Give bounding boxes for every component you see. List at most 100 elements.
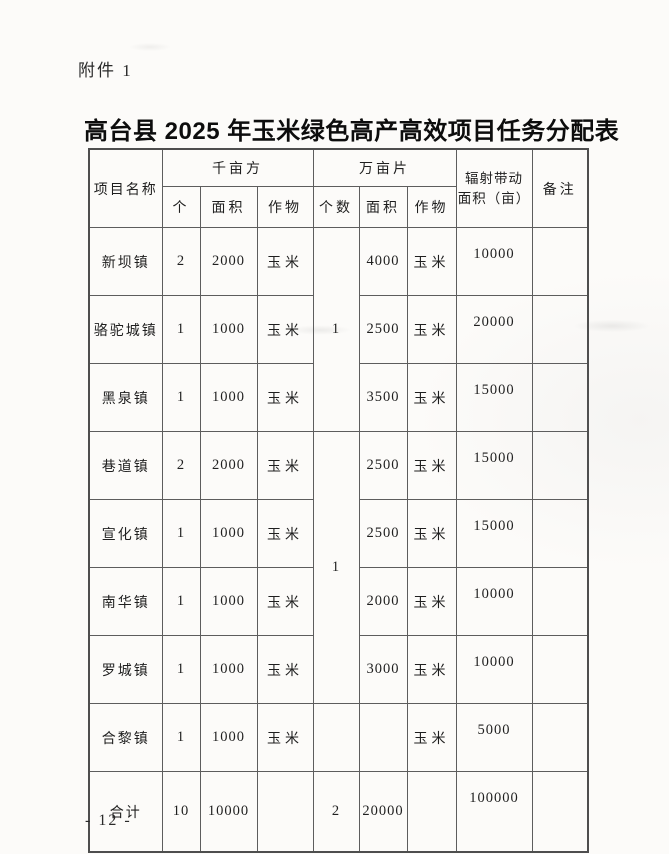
cell-q-area: 1000 <box>199 363 258 432</box>
cell-radiation-area: 5000 <box>455 703 533 772</box>
cell-radiation-area: 100000 <box>455 771 533 853</box>
cell-q-area: 2000 <box>199 227 258 296</box>
cell-remark <box>531 363 589 432</box>
cell-q-area: 1000 <box>199 567 258 636</box>
table-row-heiquan: 黑泉镇 1 1000 玉米 3500 玉米 15000 <box>88 363 589 432</box>
cell-town-name: 罗城镇 <box>88 635 163 704</box>
cell-q-crop: 玉米 <box>256 703 314 772</box>
cell-town-name: 南华镇 <box>88 567 163 636</box>
col-group-thousand-mu: 千亩方 <box>161 148 314 187</box>
cell-q-count: 2 <box>161 431 201 500</box>
cell-remark <box>531 635 589 704</box>
cell-remark <box>531 431 589 500</box>
cell-w-area <box>358 703 408 772</box>
document-title: 高台县 2025 年玉米绿色高产高效项目任务分配表 <box>84 118 620 145</box>
table-row-luocheng: 罗城镇 1 1000 玉米 3000 玉米 10000 <box>88 635 589 704</box>
cell-radiation-area: 10000 <box>455 227 533 296</box>
table-row-heli: 合黎镇 1 1000 玉米 玉米 5000 <box>88 703 589 772</box>
cell-w-count <box>312 703 360 772</box>
cell-q-count: 10 <box>161 771 201 853</box>
cell-q-count: 2 <box>161 227 201 296</box>
cell-q-crop <box>256 771 314 853</box>
cell-radiation-area: 15000 <box>455 431 533 500</box>
cell-total-label: 合计 <box>88 771 163 853</box>
cell-town-name: 合黎镇 <box>88 703 163 772</box>
col-header-project-name: 项目名称 <box>88 148 163 228</box>
cell-town-name: 巷道镇 <box>88 431 163 500</box>
cell-q-area: 1000 <box>199 499 258 568</box>
cell-q-crop: 玉米 <box>256 567 314 636</box>
cell-radiation-area: 10000 <box>455 567 533 636</box>
cell-q-crop: 玉米 <box>256 499 314 568</box>
cell-w-area: 2500 <box>358 499 408 568</box>
attachment-label: 附件 1 <box>78 61 133 80</box>
cell-w-area: 20000 <box>358 771 408 853</box>
cell-radiation-area: 10000 <box>455 635 533 704</box>
cell-radiation-area: 20000 <box>455 295 533 364</box>
col-header-w-count: 个数 <box>312 186 360 228</box>
table-row-nanhua: 南华镇 1 1000 玉米 2000 玉米 10000 <box>88 567 589 636</box>
cell-radiation-area: 15000 <box>455 363 533 432</box>
cell-w-area: 2500 <box>358 295 408 364</box>
cell-q-count: 1 <box>161 703 201 772</box>
header-row-groups: 项目名称 千亩方 万亩片 辐射带动 面积（亩） 备注 <box>88 148 589 228</box>
cell-q-crop: 玉米 <box>256 635 314 704</box>
cell-remark <box>531 227 589 296</box>
col-header-remark: 备注 <box>531 148 589 228</box>
col-header-q-area: 面积 <box>199 186 258 228</box>
table-row-luotuocheng: 骆驼城镇 1 1000 玉米 2500 玉米 20000 <box>88 295 589 364</box>
cell-w-count-merged-1: 1 <box>312 227 360 432</box>
radiation-header-line1: 辐射带动 <box>465 170 523 186</box>
col-header-q-count: 个 <box>161 186 201 228</box>
cell-q-crop: 玉米 <box>256 227 314 296</box>
cell-q-crop: 玉米 <box>256 295 314 364</box>
cell-q-area: 10000 <box>199 771 258 853</box>
table-row-xuanhua: 宣化镇 1 1000 玉米 2500 玉米 15000 <box>88 499 589 568</box>
cell-remark <box>531 295 589 364</box>
col-header-w-area: 面积 <box>358 186 408 228</box>
cell-w-crop: 玉米 <box>406 499 457 568</box>
cell-w-crop: 玉米 <box>406 567 457 636</box>
cell-radiation-area: 15000 <box>455 499 533 568</box>
cell-q-area: 2000 <box>199 431 258 500</box>
cell-remark <box>531 703 589 772</box>
task-allocation-table: 项目名称 千亩方 万亩片 辐射带动 面积（亩） 备注 个 面积 作物 个数 面积… <box>88 148 589 853</box>
cell-w-area: 2500 <box>358 431 408 500</box>
cell-q-count: 1 <box>161 567 201 636</box>
cell-town-name: 宣化镇 <box>88 499 163 568</box>
table-row-total: 合计 10 10000 2 20000 100000 <box>88 771 589 853</box>
cell-q-area: 1000 <box>199 703 258 772</box>
cell-w-area: 3500 <box>358 363 408 432</box>
col-header-radiation-area: 辐射带动 面积（亩） <box>455 148 533 228</box>
cell-town-name: 新坝镇 <box>88 227 163 296</box>
col-header-w-crop: 作物 <box>406 186 457 228</box>
col-header-q-crop: 作物 <box>256 186 314 228</box>
cell-w-crop: 玉米 <box>406 227 457 296</box>
cell-w-crop: 玉米 <box>406 363 457 432</box>
cell-w-crop: 玉米 <box>406 431 457 500</box>
radiation-header-line2: 面积（亩） <box>457 190 531 206</box>
cell-w-area: 2000 <box>358 567 408 636</box>
cell-town-name: 骆驼城镇 <box>88 295 163 364</box>
cell-w-crop <box>406 771 457 853</box>
cell-q-count: 1 <box>161 363 201 432</box>
cell-q-count: 1 <box>161 635 201 704</box>
col-group-ten-thousand-mu: 万亩片 <box>312 148 457 187</box>
cell-w-area: 3000 <box>358 635 408 704</box>
cell-w-count-merged-2: 1 <box>312 431 360 704</box>
cell-q-crop: 玉米 <box>256 363 314 432</box>
cell-q-area: 1000 <box>199 635 258 704</box>
table-row-xinba: 新坝镇 2 2000 玉米 1 4000 玉米 10000 <box>88 227 589 432</box>
cell-w-area: 4000 <box>358 227 408 296</box>
cell-remark <box>531 567 589 636</box>
cell-w-crop: 玉米 <box>406 635 457 704</box>
cell-q-count: 1 <box>161 295 201 364</box>
cell-q-area: 1000 <box>199 295 258 364</box>
page-number: - 12 - <box>85 812 132 829</box>
cell-w-crop: 玉米 <box>406 703 457 772</box>
cell-town-name: 黑泉镇 <box>88 363 163 432</box>
cell-q-count: 1 <box>161 499 201 568</box>
table-row-xiangdao: 巷道镇 2 2000 玉米 1 2500 玉米 15000 <box>88 431 589 704</box>
cell-w-count: 2 <box>312 771 360 853</box>
cell-remark <box>531 771 589 853</box>
